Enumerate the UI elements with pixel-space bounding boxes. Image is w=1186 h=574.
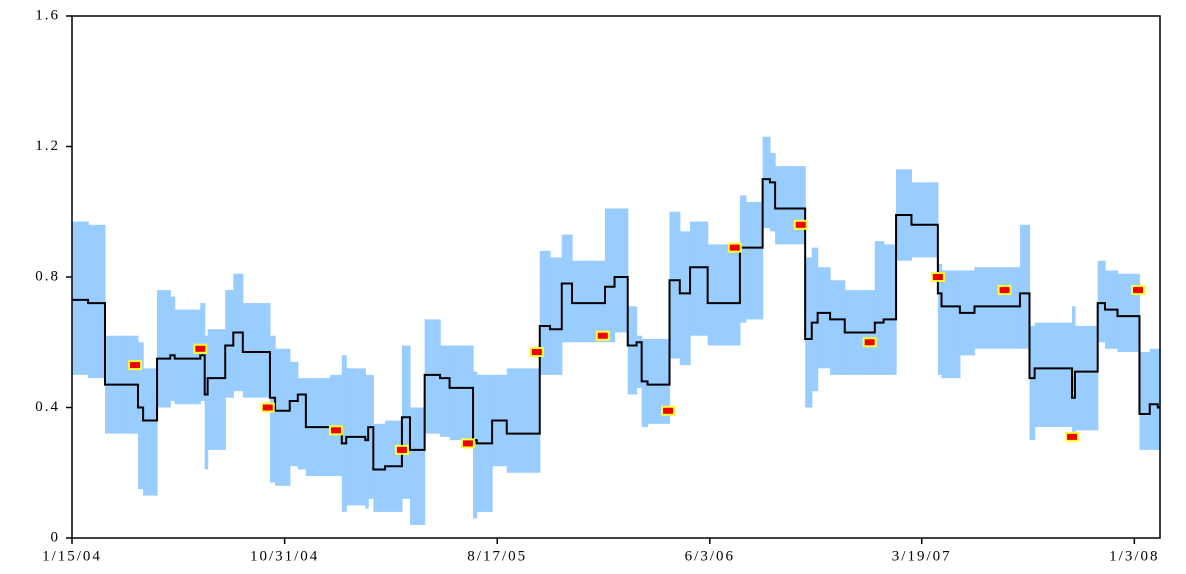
- band-step: [341, 355, 347, 512]
- band-step: [424, 319, 441, 434]
- band-step: [605, 208, 616, 343]
- band-step: [242, 303, 271, 398]
- band-step: [647, 338, 671, 424]
- band-step: [539, 250, 551, 375]
- marker: [930, 272, 945, 282]
- band-step: [1029, 325, 1036, 441]
- band-step: [297, 378, 307, 470]
- x-tick-label: 1/3/08: [1109, 548, 1159, 564]
- band-step: [561, 234, 573, 343]
- marker: [260, 402, 275, 413]
- marker: [793, 219, 808, 230]
- x-tick-label: 6/3/06: [685, 548, 735, 564]
- band-step: [911, 182, 939, 258]
- marker: [1131, 285, 1146, 296]
- band-step: [769, 153, 776, 232]
- band-step: [690, 221, 709, 336]
- band-step: [207, 329, 226, 450]
- marker: [328, 425, 343, 436]
- band-step: [373, 423, 386, 512]
- band-step: [679, 231, 691, 366]
- band-step: [72, 221, 89, 375]
- marker: [997, 285, 1012, 296]
- marker: [460, 438, 475, 449]
- band-step: [745, 201, 764, 320]
- band-step: [614, 208, 629, 333]
- band-step: [636, 335, 643, 388]
- step-line: [72, 178, 1160, 471]
- band-step: [225, 290, 234, 398]
- band-step: [817, 267, 831, 369]
- band-step: [1157, 348, 1161, 450]
- marker: [394, 444, 409, 455]
- band-step: [1149, 348, 1159, 450]
- band-step: [641, 338, 649, 428]
- band-step: [805, 257, 813, 408]
- band-step: [669, 211, 681, 359]
- x-tick-label: 3/19/07: [892, 548, 952, 564]
- y-tick-label: 1.6: [35, 7, 60, 23]
- band-step: [170, 296, 176, 401]
- band-step: [143, 368, 158, 496]
- band-step: [762, 136, 771, 229]
- marker: [595, 330, 610, 341]
- band-step: [174, 309, 201, 405]
- band-step: [775, 166, 806, 245]
- band-step: [830, 280, 846, 375]
- band-step: [157, 290, 171, 408]
- band-step: [550, 257, 563, 375]
- band-step: [627, 306, 638, 395]
- band-step: [1019, 224, 1031, 349]
- band-step: [883, 244, 897, 375]
- marker: [193, 343, 208, 354]
- band-step: [473, 371, 478, 519]
- x-tick-label: 1/15/04: [42, 548, 102, 564]
- marker: [727, 242, 742, 253]
- band-step: [974, 267, 1021, 349]
- band-step: [1074, 325, 1099, 431]
- x-tick-label: 8/17/05: [467, 548, 527, 564]
- y-tick-label: 0.8: [35, 268, 60, 284]
- band-step: [449, 345, 474, 441]
- x-tick-label: 10/31/04: [250, 548, 319, 564]
- band-step: [572, 260, 606, 343]
- band-step: [88, 224, 106, 379]
- marker: [1065, 431, 1080, 442]
- marker: [128, 360, 143, 371]
- y-tick-label: 1.2: [35, 138, 60, 154]
- band-step: [811, 247, 819, 392]
- marker: [661, 405, 676, 416]
- band-step: [137, 342, 144, 490]
- marker: [529, 347, 544, 358]
- band-step: [1034, 322, 1073, 428]
- band-step: [368, 374, 374, 499]
- band-step: [409, 407, 426, 525]
- band-step: [874, 241, 885, 375]
- band-step: [1097, 260, 1106, 343]
- band-step: [204, 335, 209, 470]
- band-step: [937, 263, 943, 375]
- band-step: [401, 345, 411, 499]
- band-step: [289, 361, 299, 467]
- band-step: [275, 348, 291, 486]
- band-step: [941, 270, 961, 379]
- y-tick-label: 0.4: [35, 399, 60, 415]
- band-step: [440, 345, 451, 437]
- y-tick-label: 0: [51, 529, 61, 545]
- band-step: [365, 374, 369, 509]
- marker: [862, 337, 877, 348]
- band-step: [1072, 306, 1076, 434]
- band-step: [707, 244, 741, 346]
- band-step: [506, 368, 541, 473]
- band-step: [1139, 352, 1151, 450]
- band-step: [739, 195, 747, 323]
